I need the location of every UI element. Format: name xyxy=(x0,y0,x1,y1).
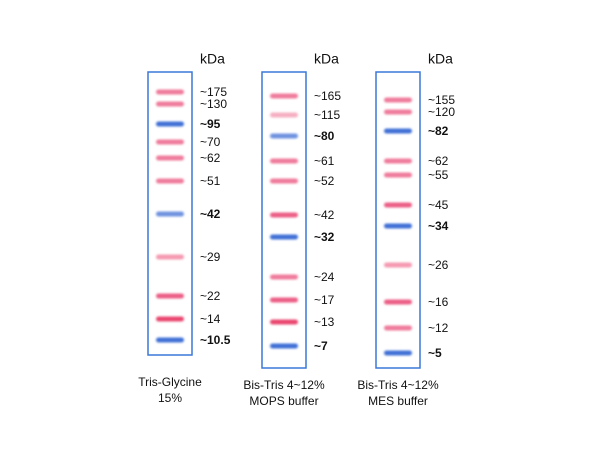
band xyxy=(156,254,184,260)
band-label: ~95 xyxy=(200,117,221,131)
band-label: ~62 xyxy=(428,154,449,168)
band-label: ~17 xyxy=(314,293,335,307)
band xyxy=(384,299,412,305)
unit-label: kDa xyxy=(314,51,339,67)
band xyxy=(270,274,298,280)
band xyxy=(156,337,184,343)
band-label: ~55 xyxy=(428,168,449,182)
band xyxy=(384,262,412,268)
band-label: ~45 xyxy=(428,198,449,212)
band xyxy=(156,178,184,184)
lane-caption: Bis-Tris 4~12% xyxy=(243,378,325,392)
band xyxy=(270,212,298,218)
band xyxy=(156,316,184,322)
band xyxy=(384,223,412,229)
band xyxy=(384,128,412,134)
lane-caption: MES buffer xyxy=(368,394,428,408)
band xyxy=(156,293,184,299)
band xyxy=(384,202,412,208)
lane-caption: 15% xyxy=(158,391,182,405)
unit-label: kDa xyxy=(200,51,225,67)
band xyxy=(270,133,298,139)
band-label: ~80 xyxy=(314,129,335,143)
band-label: ~10.5 xyxy=(200,333,231,347)
band xyxy=(270,343,298,349)
band xyxy=(156,101,184,107)
band xyxy=(156,155,184,161)
band-label: ~16 xyxy=(428,295,449,309)
band xyxy=(156,139,184,145)
lane-frame xyxy=(375,71,421,369)
band xyxy=(156,121,184,127)
band-label: ~62 xyxy=(200,151,221,165)
lane-frame xyxy=(261,71,307,369)
band xyxy=(384,109,412,115)
band xyxy=(270,178,298,184)
band-label: ~29 xyxy=(200,250,221,264)
band-label: ~70 xyxy=(200,135,221,149)
band-label: ~5 xyxy=(428,346,442,360)
band-label: ~52 xyxy=(314,174,335,188)
band-label: ~61 xyxy=(314,154,335,168)
band-label: ~82 xyxy=(428,124,449,138)
lane: kDa ~155~120 ~82 ~62~55 ~45 ~34 ~26 ~16 ~12 ~5 Bis… xyxy=(357,51,455,408)
band-label: ~42 xyxy=(200,207,221,221)
band-label: ~175 xyxy=(200,85,227,99)
lane-frame xyxy=(147,71,193,356)
band xyxy=(270,93,298,99)
band-label: ~115 xyxy=(314,108,340,122)
band-label: ~7 xyxy=(314,339,328,353)
band-label: ~24 xyxy=(314,270,335,284)
lane-caption: Bis-Tris 4~12% xyxy=(357,378,439,392)
band xyxy=(384,172,412,178)
band-label: ~120 xyxy=(428,105,455,119)
band-label: ~51 xyxy=(200,174,221,188)
band-label: ~12 xyxy=(428,321,449,335)
band xyxy=(156,211,184,217)
band-label: ~26 xyxy=(428,258,449,272)
band xyxy=(384,97,412,103)
band-label: ~32 xyxy=(314,230,335,244)
band xyxy=(270,112,298,118)
band-label: ~13 xyxy=(314,315,335,329)
band-label: ~165 xyxy=(314,89,341,103)
band-label: ~14 xyxy=(200,312,221,326)
band xyxy=(270,234,298,240)
unit-label: kDa xyxy=(428,51,453,67)
band xyxy=(270,297,298,303)
lane-caption: Tris-Glycine xyxy=(138,375,202,389)
band xyxy=(270,319,298,325)
band xyxy=(156,89,184,95)
band-label: ~130 xyxy=(200,97,227,111)
lane: kDa ~175~130 ~95 ~70 ~62 ~51 ~42 ~29 ~22 ~14 ~10.5… xyxy=(138,51,230,405)
band-label: ~34 xyxy=(428,219,449,233)
band-label: ~42 xyxy=(314,208,335,222)
band xyxy=(384,158,412,164)
lane: kDa ~165 ~115 ~80 ~61 ~52 ~42 ~32 ~24 ~17 ~13 ~7 Bis… xyxy=(243,51,341,408)
band xyxy=(384,325,412,331)
band xyxy=(270,158,298,164)
band-label: ~155 xyxy=(428,93,455,107)
lane-caption: MOPS buffer xyxy=(249,394,318,408)
band-label: ~22 xyxy=(200,289,221,303)
band xyxy=(384,350,412,356)
